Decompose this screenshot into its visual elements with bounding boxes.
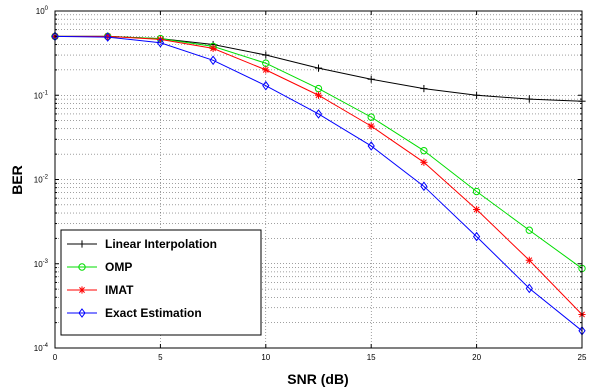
legend-label: OMP	[105, 260, 132, 274]
legend-box	[60, 229, 262, 336]
y-tick-base: 10	[34, 176, 43, 185]
marker-stroke	[79, 287, 85, 293]
legend-entry: IMAT	[67, 283, 134, 297]
legend-entry: OMP	[67, 260, 132, 274]
marker-circle	[472, 187, 481, 196]
marker-star	[262, 66, 270, 74]
marker-diamond	[262, 80, 270, 91]
series-line	[54, 35, 583, 332]
marker-star	[78, 286, 86, 294]
marker-diamond	[314, 109, 323, 119]
x-tick-label: 25	[578, 353, 587, 362]
marker-diamond	[104, 32, 112, 42]
y-tick-base: 10	[36, 7, 45, 16]
marker-circle	[525, 226, 533, 234]
series-line	[55, 35, 583, 269]
x-tick-label: 0	[53, 353, 58, 362]
marker-plus	[420, 84, 428, 93]
legend-label: IMAT	[105, 283, 134, 297]
marker-stroke	[526, 257, 533, 264]
marker-plus	[367, 75, 375, 83]
x-tick-label: 5	[158, 353, 163, 362]
x-axis-title: SNR (dB)	[287, 371, 348, 387]
y-tick-base: 10	[34, 91, 43, 100]
marker-diamond	[525, 283, 533, 294]
marker-star	[209, 44, 217, 52]
marker-diamond	[156, 37, 165, 48]
legend-entry: Exact Estimation	[67, 306, 202, 320]
series-layer	[51, 31, 586, 336]
marker-diamond	[472, 231, 481, 242]
marker-star	[525, 256, 533, 264]
marker-star	[314, 91, 323, 99]
y-tick-label: 10-4	[34, 343, 49, 353]
y-tick-exponent: -4	[43, 343, 49, 349]
marker-circle	[78, 263, 86, 271]
marker-stroke	[210, 45, 217, 52]
marker-diamond	[420, 181, 428, 192]
legend-entry: Linear Interpolation	[67, 237, 217, 251]
marker-star	[367, 122, 375, 130]
marker-plus	[262, 51, 270, 59]
y-tick-label: 10-3	[34, 259, 49, 269]
marker-plus	[525, 95, 533, 103]
legend: Linear Interpolation OMP IMAT Exact Estimat…	[60, 229, 262, 336]
series-2	[51, 32, 586, 319]
marker-plus	[78, 240, 86, 248]
y-tick-exponent: 0	[45, 6, 49, 12]
y-tick-label: 10-2	[34, 175, 49, 185]
marker-circle	[367, 113, 375, 121]
marker-diamond	[209, 55, 217, 66]
marker-diamond	[367, 141, 375, 151]
marker-plus	[473, 91, 481, 99]
marker-circle	[420, 146, 428, 155]
y-tick-exponent: -2	[43, 175, 49, 181]
marker-stroke	[473, 206, 480, 213]
x-tick-label: 20	[472, 353, 481, 362]
legend-label: Linear Interpolation	[105, 237, 217, 251]
series-3	[51, 31, 586, 336]
x-tick-label: 10	[261, 353, 270, 362]
y-tick-exponent: -1	[43, 90, 49, 96]
marker-plus	[314, 64, 323, 72]
y-tick-exponent: -3	[43, 259, 49, 265]
y-tick-label: 100	[36, 6, 49, 16]
marker-stroke	[368, 123, 375, 130]
marker-stroke	[420, 159, 427, 166]
y-tick-base: 10	[34, 344, 43, 353]
marker-star	[420, 158, 428, 166]
legend-label: Exact Estimation	[105, 306, 202, 320]
marker-stroke	[262, 66, 269, 73]
y-tick-label: 10-1	[34, 90, 49, 100]
y-axis-title: BER	[9, 165, 25, 195]
x-tick-label: 15	[367, 353, 376, 362]
y-tick-base: 10	[34, 260, 43, 269]
marker-stroke	[315, 92, 322, 99]
marker-star	[473, 205, 481, 214]
marker-diamond	[78, 308, 86, 318]
